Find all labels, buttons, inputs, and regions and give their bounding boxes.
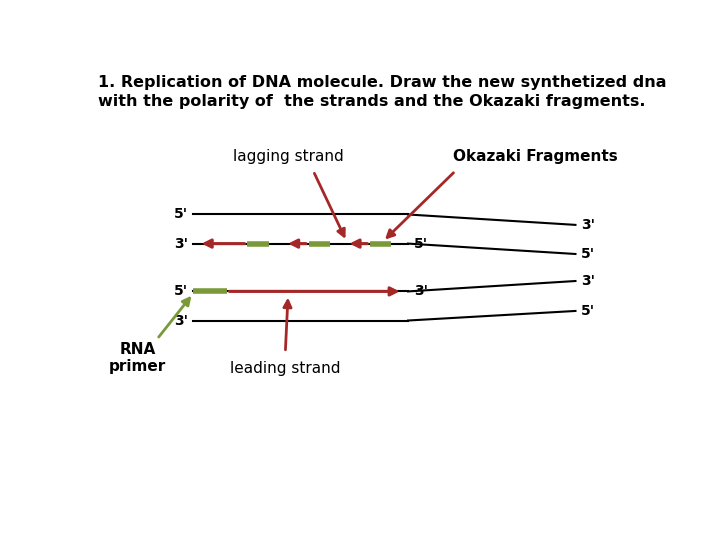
Text: 3': 3': [581, 218, 595, 232]
Text: RNA
primer: RNA primer: [109, 342, 166, 374]
Text: lagging strand: lagging strand: [233, 149, 343, 164]
Text: 5': 5': [581, 247, 595, 261]
Text: leading strand: leading strand: [230, 361, 341, 376]
Text: Okazaki Fragments: Okazaki Fragments: [453, 149, 618, 164]
Text: 1. Replication of DNA molecule. Draw the new synthetized dna: 1. Replication of DNA molecule. Draw the…: [99, 75, 667, 90]
Text: 5': 5': [174, 285, 188, 299]
Text: 3': 3': [174, 237, 188, 251]
Text: 5': 5': [174, 207, 188, 221]
Text: 3': 3': [581, 274, 595, 288]
Text: 5': 5': [581, 304, 595, 318]
Text: 3': 3': [174, 314, 188, 328]
Text: with the polarity of  the strands and the Okazaki fragments.: with the polarity of the strands and the…: [99, 94, 646, 109]
Text: 3': 3': [413, 285, 428, 299]
Text: 5': 5': [413, 237, 428, 251]
